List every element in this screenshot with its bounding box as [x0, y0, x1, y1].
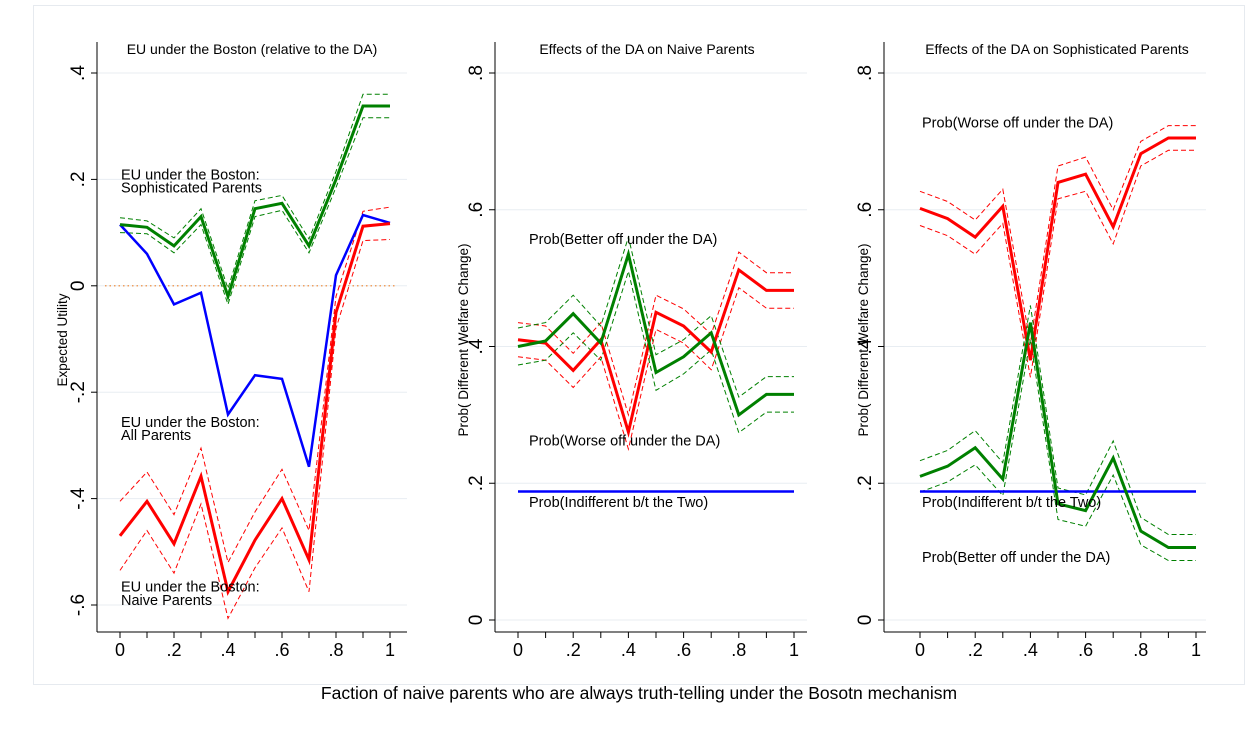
x-tick-label: .8	[328, 640, 343, 660]
y-tick-label: .2	[68, 171, 89, 187]
y-axis-label: Prob( Different Welfare Change)	[456, 243, 471, 436]
x-tick-label: .4	[621, 640, 636, 660]
chart-title: Effects of the DA on Sophisticated Paren…	[925, 41, 1189, 57]
confidence-band-line	[119, 239, 391, 620]
panel-3: 0 .2 .4 .6 .8 0 .2 .4 .6 .8 1 Effects of the DA on …	[855, 41, 1206, 660]
confidence-band-line	[119, 93, 390, 291]
y-tick-label: -.2	[68, 381, 89, 403]
confidence-band-line	[517, 235, 794, 398]
chart-title: Effects of the DA on Naive Parents	[539, 41, 754, 57]
x-tick-label: 1	[385, 640, 395, 660]
confidence-band-line	[919, 125, 1196, 344]
annotation-label: EU under the Boston:	[121, 580, 260, 596]
annotation-label: Prob(Worse off under the DA)	[922, 116, 1113, 132]
x-tick-label: .2	[968, 640, 983, 660]
x-tick-label: .6	[676, 640, 691, 660]
y-tick-label: 0	[855, 615, 876, 626]
annotation-label: Sophisticated Parents	[121, 181, 262, 197]
figure-frame	[33, 5, 1245, 685]
series-line	[517, 267, 794, 438]
y-tick-label: 0	[466, 615, 487, 626]
y-tick-label: -.6	[68, 594, 89, 616]
annotation-label: Prob(Better off under the DA)	[922, 550, 1110, 566]
x-tick-label: .2	[166, 640, 181, 660]
y-axis-label: Expected Utility	[55, 293, 70, 386]
y-tick-label: .4	[68, 65, 89, 81]
annotation-label: Prob(Indifferent b/t the Two)	[922, 495, 1101, 511]
annotation-label: Prob(Better off under the DA)	[529, 232, 717, 248]
confidence-band-line	[517, 269, 794, 434]
figure-caption: Faction of naive parents who are always …	[320, 683, 958, 703]
chart-title: EU under the Boston (relative to the DA)	[127, 41, 378, 57]
annotation-label: Prob(Indifferent b/t the Two)	[529, 495, 708, 511]
y-tick-label: .4	[855, 338, 876, 354]
x-tick-label: .8	[731, 640, 746, 660]
x-tick-label: .4	[220, 640, 235, 660]
annotation-label: Naive Parents	[121, 593, 212, 609]
x-tick-label: 0	[513, 640, 523, 660]
series-line	[119, 213, 391, 468]
y-tick-label: .6	[466, 202, 487, 218]
confidence-band-line	[919, 305, 1196, 535]
y-tick-label: .2	[466, 475, 487, 491]
series-line	[119, 104, 390, 302]
x-tick-label: 1	[1191, 640, 1201, 660]
y-tick-label: .8	[466, 65, 487, 81]
panel-2: 0 .2 .4 .6 .8 0 .2 .4 .6 .8 1 Effects of the DA on …	[456, 41, 807, 660]
x-tick-label: 0	[915, 640, 925, 660]
x-tick-label: .4	[1023, 640, 1038, 660]
confidence-band-line	[119, 206, 391, 564]
x-tick-label: 1	[789, 640, 799, 660]
y-tick-label: 0	[68, 281, 89, 292]
y-tick-label: .2	[855, 475, 876, 491]
confidence-band-line	[919, 339, 1196, 561]
plot-background	[884, 42, 1206, 632]
series-line	[118, 222, 391, 596]
x-tick-label: .8	[1133, 640, 1148, 660]
confidence-band-line	[119, 117, 390, 307]
annotation-label: EU under the Boston:	[121, 167, 260, 183]
annotation-label: Prob(Worse off under the DA)	[529, 434, 720, 450]
x-tick-label: 0	[115, 640, 125, 660]
panel-1: -.6 -.4 -.2 0 .2 .4 0 .2 .4 .6 .8 1 EU under the Bos…	[55, 41, 407, 660]
x-tick-label: .6	[274, 640, 289, 660]
y-tick-label: .4	[466, 338, 487, 354]
series-line	[919, 322, 1196, 549]
series-line	[517, 248, 794, 418]
y-tick-label: .8	[855, 65, 876, 81]
annotation-label: All Parents	[121, 428, 191, 444]
y-tick-label: -.4	[68, 487, 89, 510]
confidence-band-line	[919, 149, 1196, 378]
y-tick-label: .6	[855, 202, 876, 218]
y-axis-label: Prob( Different Welfare Change)	[856, 243, 871, 436]
series-line	[919, 136, 1196, 361]
x-tick-label: .6	[1078, 640, 1093, 660]
annotation-label: EU under the Boston:	[121, 415, 260, 431]
x-tick-label: .2	[566, 640, 581, 660]
